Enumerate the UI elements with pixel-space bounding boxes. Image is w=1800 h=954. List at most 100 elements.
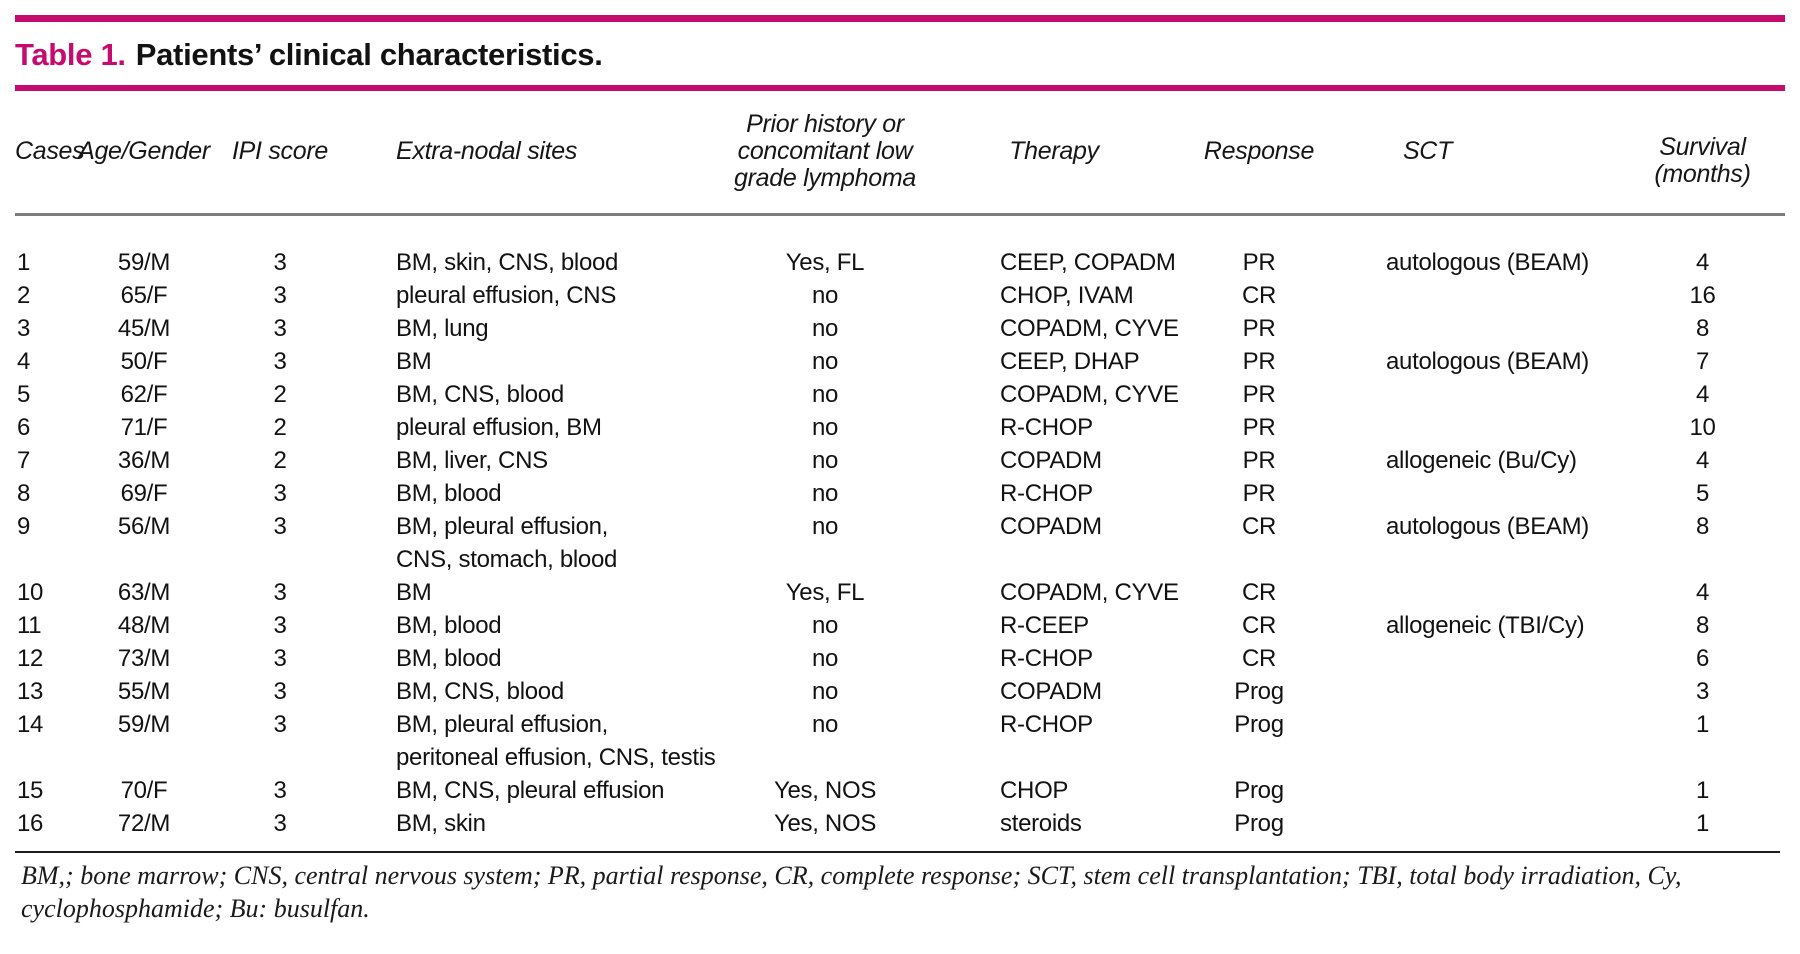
table-title-label: Table 1. [15, 37, 126, 72]
table-row: 11 48/M 3 BM, blood no R-CEEP CR allogeneic (TB… [15, 609, 1785, 642]
cell-response: PR [1242, 479, 1276, 507]
cell-response: Prog [1234, 776, 1284, 804]
header-ipi-score: IPI score [210, 91, 350, 216]
cell-survival: 1 [1695, 809, 1710, 837]
table-title: Table 1. Patients’ clinical characteristi… [15, 34, 1785, 76]
cell-ipi: 3 [273, 611, 287, 639]
cell-sites: BM, CNS, blood [396, 677, 564, 705]
cell-survival: 4 [1695, 380, 1710, 408]
header-prior-history: Prior history or concomitant low grade l… [730, 91, 920, 216]
cell-ipi: 3 [273, 479, 287, 507]
cell-sites: BM, skin, CNS, blood [396, 248, 619, 276]
table-row: 4 50/F 3 BM no CEEP, DHAP PR autologous (BEAM) 7 [15, 345, 1785, 378]
cell-ipi: 3 [273, 248, 287, 276]
header-therapy: Therapy [920, 91, 1188, 216]
cell-num: 4 [17, 347, 31, 375]
cell-sites: BM, skin [396, 809, 486, 837]
paper-table-page: Table 1. Patients’ clinical characteristi… [0, 15, 1800, 954]
cell-num: 12 [17, 644, 44, 672]
cell-sct [1330, 642, 1620, 675]
cell-sites: BM, pleural effusion, CNS, stomach, bloo… [396, 512, 618, 573]
table-row: 12 73/M 3 BM, blood no R-CHOP CR 6 [15, 642, 1785, 675]
cell-sites: pleural effusion, CNS [396, 281, 617, 309]
cell-response: PR [1242, 446, 1276, 474]
cell-therapy: R-CHOP [1000, 710, 1093, 738]
cell-age: 45/M [117, 314, 171, 342]
cell-sites: BM, pleural effusion, peritoneal effusio… [396, 710, 716, 771]
cell-sites: BM, lung [396, 314, 489, 342]
cell-num: 1 [17, 248, 31, 276]
cell-age: 63/M [117, 578, 171, 606]
table-row: 7 36/M 2 BM, liver, CNS no COPADM PR allogeneic… [15, 444, 1785, 477]
cell-age: 71/F [120, 413, 168, 441]
cell-response: PR [1242, 347, 1276, 375]
cell-therapy: R-CEEP [1000, 611, 1089, 639]
cell-age: 55/M [117, 677, 171, 705]
cell-survival: 10 [1689, 413, 1716, 441]
header-age-gender: Age/Gender [78, 91, 210, 216]
cell-age: 59/M [117, 248, 171, 276]
cell-response: Prog [1234, 809, 1284, 837]
title-accent-rule [15, 85, 1785, 91]
cell-response: PR [1242, 380, 1276, 408]
cell-ipi: 3 [273, 809, 287, 837]
cell-sites: BM, blood [396, 479, 502, 507]
cell-num: 5 [17, 380, 31, 408]
table-header-row: Cases Age/Gender IPI score Extra-nodal s… [15, 91, 1785, 216]
cell-ipi: 3 [273, 512, 287, 540]
cell-survival: 8 [1695, 611, 1710, 639]
cell-ipi: 3 [273, 677, 287, 705]
top-accent-rule [15, 15, 1785, 22]
cell-therapy: R-CHOP [1000, 644, 1093, 672]
cell-num: 7 [17, 446, 31, 474]
cell-therapy: COPADM, CYVE [1000, 380, 1179, 408]
cell-response: CR [1241, 611, 1277, 639]
table-header: Cases Age/Gender IPI score Extra-nodal s… [15, 91, 1785, 216]
cell-survival: 4 [1695, 578, 1710, 606]
cell-therapy: COPADM [1000, 446, 1102, 474]
cell-prior: no [811, 446, 839, 474]
cell-age: 48/M [117, 611, 171, 639]
table-footnote: BM,; bone marrow; CNS, central nervous s… [21, 860, 1682, 923]
cell-prior: no [811, 479, 839, 507]
cell-age: 70/F [120, 776, 168, 804]
cell-prior: no [811, 380, 839, 408]
table-row: 13 55/M 3 BM, CNS, blood no COPADM Prog 3 [15, 675, 1785, 708]
cell-ipi: 2 [273, 446, 287, 474]
cell-age: 65/F [120, 281, 168, 309]
cell-therapy: R-CHOP [1000, 413, 1093, 441]
cell-therapy: steroids [1000, 809, 1082, 837]
cell-therapy: CHOP [1000, 776, 1069, 804]
cell-survival: 6 [1695, 644, 1710, 672]
cell-sct [1330, 576, 1620, 609]
cell-response: PR [1242, 248, 1276, 276]
cell-therapy: COPADM, CYVE [1000, 314, 1179, 342]
cell-response: CR [1241, 512, 1277, 540]
cell-num: 3 [17, 314, 31, 342]
cell-survival: 4 [1695, 248, 1710, 276]
cell-survival: 7 [1695, 347, 1710, 375]
cell-num: 2 [17, 281, 31, 309]
cell-sct: autologous (BEAM) [1386, 248, 1590, 276]
cell-response: Prog [1234, 677, 1284, 705]
cell-ipi: 3 [273, 644, 287, 672]
header-survival: Survival (months) [1620, 91, 1785, 216]
cell-sct: allogeneic (TBI/Cy) [1386, 611, 1585, 639]
cell-ipi: 3 [273, 710, 287, 738]
cell-ipi: 3 [273, 776, 287, 804]
table-row: 16 72/M 3 BM, skin Yes, NOS steroids Prog 1 [15, 807, 1785, 851]
cell-prior: no [811, 710, 839, 738]
cell-sites: pleural effusion, BM [396, 413, 602, 441]
cell-survival: 5 [1695, 479, 1710, 507]
cell-age: 36/M [117, 446, 171, 474]
cell-prior: no [811, 611, 839, 639]
cell-age: 50/F [120, 347, 168, 375]
cell-prior: no [811, 413, 839, 441]
table-row: 14 59/M 3 BM, pleural effusion, peritoneal … [15, 708, 1785, 774]
cell-response: PR [1242, 413, 1276, 441]
footnote-rule [15, 850, 1780, 853]
cell-sct [1330, 279, 1620, 312]
table-title-text: Patients’ clinical characteristics. [135, 37, 603, 72]
cell-sct [1330, 378, 1620, 411]
cell-num: 16 [17, 809, 44, 837]
